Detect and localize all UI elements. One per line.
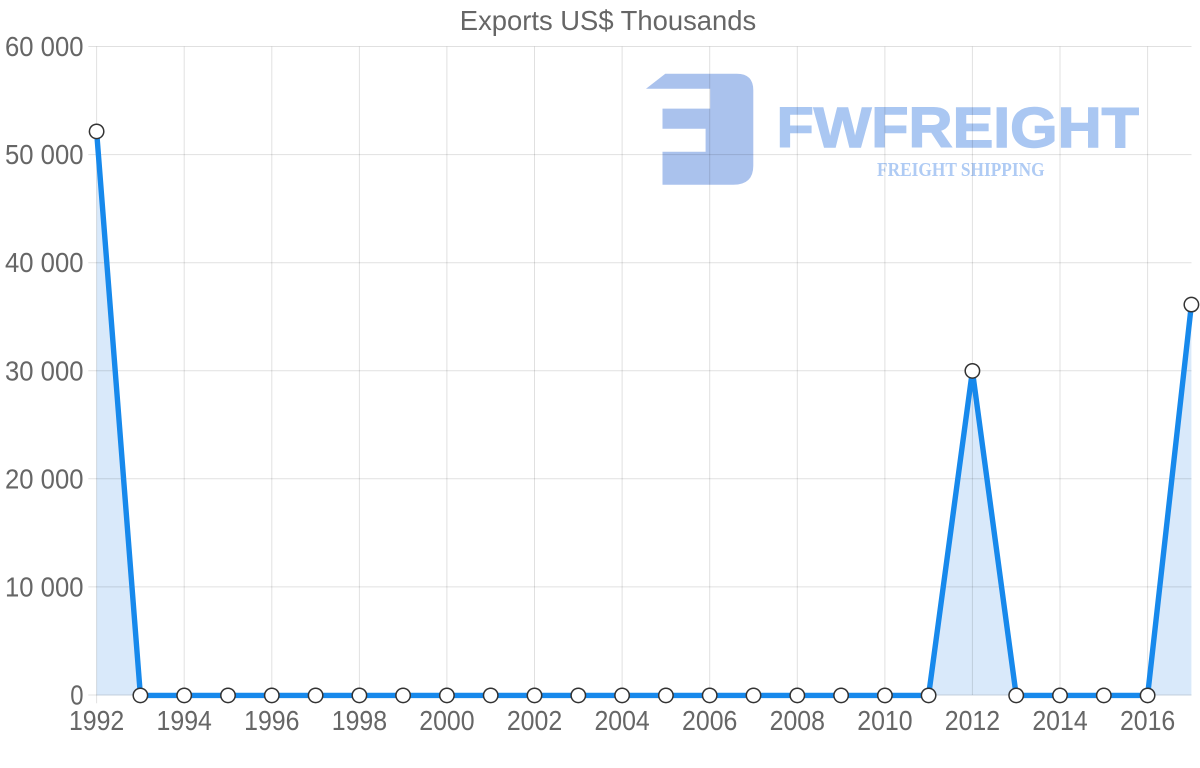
svg-text:FREIGHT SHIPPING: FREIGHT SHIPPING [877,159,1045,181]
svg-text:10 000: 10 000 [5,571,84,602]
svg-text:2012: 2012 [945,705,1000,736]
svg-text:30 000: 30 000 [5,355,84,386]
svg-text:2000: 2000 [419,705,474,736]
svg-text:1994: 1994 [157,705,212,736]
svg-text:2004: 2004 [594,705,649,736]
svg-text:2002: 2002 [507,705,562,736]
svg-text:Exports US$ Thousands: Exports US$ Thousands [460,5,756,36]
svg-text:1996: 1996 [244,705,299,736]
svg-text:20 000: 20 000 [5,463,84,494]
svg-text:0: 0 [70,680,83,711]
svg-text:2016: 2016 [1120,705,1175,736]
svg-text:50 000: 50 000 [5,139,84,170]
svg-text:1992: 1992 [69,705,124,736]
svg-text:2006: 2006 [682,705,737,736]
svg-text:2010: 2010 [857,705,912,736]
svg-text:FWFREIGHT: FWFREIGHT [777,96,1140,160]
svg-text:1998: 1998 [332,705,387,736]
svg-text:60 000: 60 000 [5,31,84,62]
svg-text:40 000: 40 000 [5,247,84,278]
svg-text:2014: 2014 [1032,705,1087,736]
svg-text:2008: 2008 [770,705,825,736]
